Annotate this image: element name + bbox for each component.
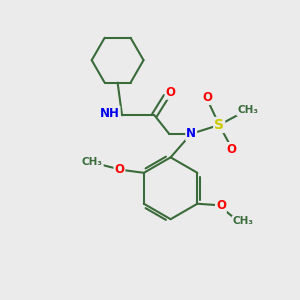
Text: S: S <box>214 118 224 132</box>
Text: N: N <box>186 127 196 140</box>
Text: O: O <box>166 86 176 99</box>
Text: O: O <box>216 199 226 212</box>
Text: CH₃: CH₃ <box>232 216 254 226</box>
Text: CH₃: CH₃ <box>82 157 103 166</box>
Text: CH₃: CH₃ <box>237 105 258 115</box>
Text: NH: NH <box>100 107 120 120</box>
Text: O: O <box>226 143 236 156</box>
Text: O: O <box>202 91 212 104</box>
Text: O: O <box>114 163 124 176</box>
